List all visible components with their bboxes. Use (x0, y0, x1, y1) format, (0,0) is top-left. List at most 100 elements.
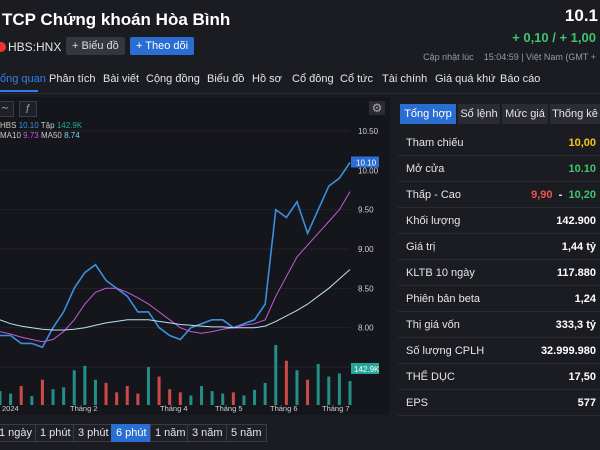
volume-bar (40, 379, 44, 405)
tf-3-minute[interactable]: 3 phút (73, 424, 114, 442)
follow-button[interactable]: + Theo dõi (130, 37, 195, 55)
row-label: Tham chiếu (406, 137, 464, 149)
tf-1-minute[interactable]: 1 phút (35, 424, 76, 442)
legend-ma10-label: MA10 (0, 131, 21, 140)
nav-charts[interactable]: Biểu đồ (207, 73, 245, 85)
legend-ma10-value: 9.73 (23, 131, 39, 140)
nav-dividends[interactable]: Cổ tức (340, 73, 374, 85)
row-volume: Khối lượng 142.900 (398, 208, 600, 234)
volume-bar (93, 379, 97, 405)
settings-icon[interactable]: ⚙ (369, 101, 385, 115)
row-value: 9,90 - 10,20 (531, 189, 596, 201)
nav-overview[interactable]: ổng quan (0, 73, 46, 85)
nav-shareholders[interactable]: Cổ đông (292, 73, 334, 85)
price-chart[interactable]: ∼ ƒ ⚙ HBS 10.10 Tập 142.9K MA10 9.73 MA5… (0, 97, 390, 415)
y-tick-label: 8.00 (358, 324, 374, 333)
row-reference: Tham chiếu 10,00 (398, 130, 600, 156)
ma10-line (0, 191, 351, 343)
volume-bar (51, 389, 55, 405)
nav-community[interactable]: Cộng đồng (146, 73, 200, 85)
volume-bar (337, 373, 341, 405)
row-pe: THỂ DỤC 17,50 (398, 364, 600, 390)
updated-time: Cập nhật lúc 15:04:59 | Việt Nam (GMT + (423, 52, 596, 62)
row-value: 577 (577, 397, 596, 409)
volume-bar (274, 345, 278, 405)
legend-vol-label: Tập (40, 121, 55, 130)
volume-bar (327, 376, 331, 405)
company-title: TCP Chứng khoán Hòa Bình (2, 10, 231, 29)
legend-price: 10.10 (18, 121, 39, 130)
row-low-high: Thấp - Cao 9,90 - 10,20 (398, 182, 600, 208)
tf-3-year[interactable]: 3 năm (187, 424, 228, 442)
row-value: 32.999.980 (540, 345, 596, 357)
row-value: 1,24 (574, 293, 596, 305)
x-tick-label: Tháng 7 (322, 404, 350, 413)
row-label: Số lượng CPLH (406, 345, 485, 357)
tab-statistics[interactable]: Thống kê (550, 104, 600, 124)
tab-price-levels[interactable]: Mức giá (502, 104, 548, 124)
volume-bar (9, 393, 13, 405)
nav-analysis[interactable]: Phân tích (49, 73, 96, 85)
legend-vol-value: 142.9K (56, 121, 83, 130)
exchange-dot-icon (0, 42, 6, 52)
tab-summary[interactable]: Tổng hợp (400, 104, 456, 124)
tf-1-day[interactable]: 1 ngày (0, 424, 38, 442)
trend-line-icon[interactable]: ∼ (0, 101, 14, 117)
ma50-line (0, 269, 351, 331)
volume-bar (221, 393, 225, 405)
y-tick-label: 10.50 (358, 127, 379, 136)
volume-bar (200, 386, 204, 405)
ticker: HBS:HNX (0, 40, 61, 54)
row-value: 117.880 (556, 267, 596, 279)
price-tag-bg (351, 156, 379, 168)
x-tick-label: 2024 (2, 404, 19, 413)
tab-order-book[interactable]: Sổ lệnh (458, 104, 500, 124)
volume-bar (115, 392, 119, 405)
volume-bar (136, 393, 140, 405)
nav-profile[interactable]: Hồ sơ (252, 73, 282, 85)
row-open: Mở cửa 10.10 (398, 156, 600, 182)
x-tick-label: Tháng 2 (70, 404, 98, 413)
volume-bar (210, 391, 214, 405)
add-chart-button[interactable]: + Biểu đồ (66, 37, 125, 55)
volume-bar (178, 392, 182, 405)
tf-1-year[interactable]: 1 năm (150, 424, 191, 442)
row-label: Phiên bản beta (406, 293, 481, 305)
legend-ma50-value: 8.74 (64, 131, 80, 140)
row-value: 1,44 tỷ (561, 241, 596, 253)
volume-bar (242, 395, 246, 405)
legend-symbol: HBS (0, 121, 17, 130)
updated-label: Cập nhật lúc (423, 52, 474, 62)
volume-bar (72, 370, 76, 405)
volume-bar (19, 386, 23, 405)
function-icon[interactable]: ƒ (19, 101, 37, 117)
row-avg-volume-10d: KLTB 10 ngày 117.880 (398, 260, 600, 286)
row-label: THỂ DỤC (406, 371, 455, 383)
row-value: 142.900 (556, 215, 596, 227)
nav-finance[interactable]: Tài chính (382, 73, 428, 85)
chart-plot: 10.5010.009.509.008.508.007.502024Tháng … (0, 127, 380, 413)
volume-bar (231, 392, 235, 405)
chart-legend: HBS 10.10 Tập 142.9K MA10 9.73 MA50 8.74 (0, 121, 82, 141)
summary-panel: Tổng hợp Sổ lệnh Mức giá Thống kê Tham c… (398, 104, 600, 424)
updated-value: 15:04:59 | Việt Nam (GMT + (483, 52, 596, 62)
volume-bar (284, 360, 288, 405)
tf-6-minute[interactable]: 6 phút (111, 424, 152, 442)
y-tick-label: 8.50 (358, 284, 374, 293)
volume-bar (104, 382, 108, 405)
row-value: 10.10 (568, 163, 596, 175)
row-value-traded: Giá trị 1,44 tỷ (398, 234, 600, 260)
tf-5-year[interactable]: 5 năm (226, 424, 267, 442)
x-tick-label: Tháng 6 (270, 404, 298, 413)
volume-bar (295, 370, 299, 405)
volume-bar (253, 389, 257, 405)
nav-reports[interactable]: Báo cáo (500, 73, 541, 85)
volume-bar (0, 391, 2, 405)
price-change: + 0,10 / + 1,00 (512, 30, 596, 45)
x-tick-label: Tháng 5 (215, 404, 243, 413)
volume-bar (146, 367, 150, 405)
nav-articles[interactable]: Bài viết (103, 73, 140, 85)
low-value: 9,90 (531, 189, 553, 201)
row-shares-outstanding: Số lượng CPLH 32.999.980 (398, 338, 600, 364)
nav-price-history[interactable]: Giá quá khứ (435, 73, 496, 85)
